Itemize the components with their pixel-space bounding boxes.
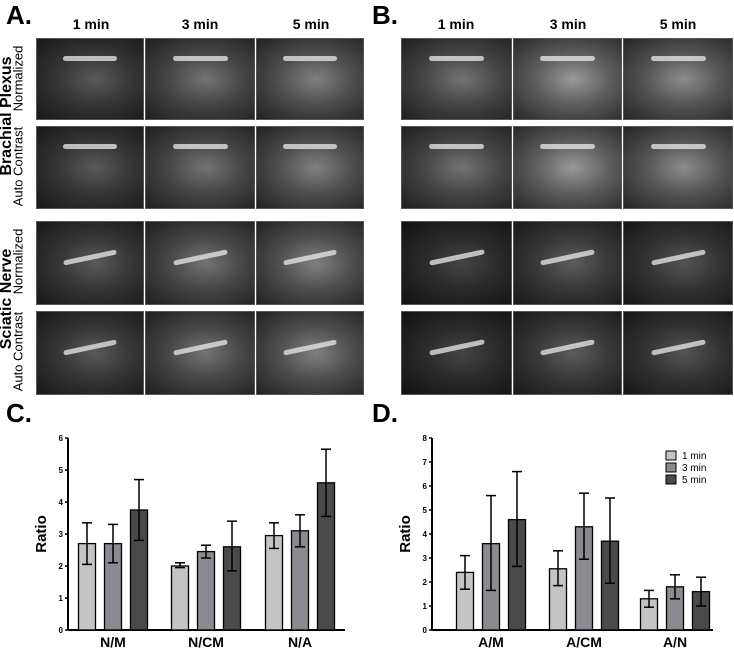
nerve-highlight: [428, 144, 485, 150]
nerve-highlight: [63, 56, 117, 62]
panel-label-a: A.: [6, 0, 32, 30]
y-tick-label: 7: [423, 458, 428, 467]
y-tick-label: 2: [423, 578, 428, 587]
nerve-highlight: [172, 56, 228, 62]
y-axis-label: Ratio: [397, 515, 414, 553]
legend-swatch: [665, 474, 677, 485]
nerve-highlight: [650, 144, 706, 150]
micrograph-b-row3-col2: [513, 221, 622, 305]
y-tick-label: 8: [423, 434, 428, 443]
micrograph-b-row2-col1: [401, 126, 512, 209]
legend-label: 5 min: [682, 475, 706, 486]
micrograph-a-row4-col2: [145, 311, 255, 395]
panel-label-b: B.: [372, 0, 398, 30]
legend-label: 1 min: [682, 451, 706, 462]
micrograph-b-row4-col3: [623, 311, 733, 395]
y-tick-label: 2: [59, 562, 64, 571]
col-title-b-3: 3 min: [549, 16, 587, 32]
micrograph-b-row2-col2: [513, 126, 622, 209]
col-title-b-5: 5 min: [659, 16, 697, 32]
y-tick-label: 3: [59, 530, 64, 539]
micrograph-b-row3-col3: [623, 221, 733, 305]
nerve-highlight: [428, 56, 485, 62]
bar-N/A-1min: [264, 534, 284, 631]
nerve-highlight: [283, 144, 337, 150]
micrograph-a-row3-col2: [145, 221, 255, 305]
y-tick-label: 5: [59, 466, 64, 475]
y-tick-label: 0: [423, 626, 428, 635]
x-category-label: A/CM: [566, 634, 602, 650]
x-category-label: N/M: [100, 634, 126, 650]
x-category-label: A/N: [663, 634, 687, 650]
x-category-label: N/A: [288, 634, 312, 650]
nerve-highlight: [172, 144, 228, 150]
nerve-highlight: [540, 144, 595, 150]
micrograph-a-row2-col1: [36, 126, 144, 209]
col-title-a-3: 3 min: [181, 16, 219, 32]
micrograph-a-row1-col1: [36, 38, 144, 120]
micrograph-b-row4-col2: [513, 311, 622, 395]
micrograph-a-row1-col2: [145, 38, 255, 120]
micrograph-b-row1-col2: [513, 38, 622, 120]
panel-label-d: D.: [372, 398, 398, 428]
micrograph-a-row1-col3: [256, 38, 364, 120]
x-category-label: A/M: [478, 634, 504, 650]
micrograph-a-row2-col3: [256, 126, 364, 209]
micrograph-b-row2-col3: [623, 126, 733, 209]
micrograph-a-row2-col2: [145, 126, 255, 209]
micrograph-a-row3-col3: [256, 221, 364, 305]
y-axis-label: Ratio: [33, 515, 50, 553]
y-tick-label: 6: [59, 434, 64, 443]
y-tick-label: 1: [59, 594, 64, 603]
nerve-highlight: [283, 56, 337, 62]
nerve-highlight: [63, 144, 117, 150]
micrograph-a-row4-col1: [36, 311, 144, 395]
y-tick-label: 3: [423, 554, 428, 563]
bar-N/CM-3min: [196, 550, 216, 631]
micrograph-b-row4-col1: [401, 311, 512, 395]
y-tick-label: 4: [59, 498, 64, 507]
y-tick-label: 1: [423, 602, 428, 611]
nerve-highlight: [650, 56, 706, 62]
col-title-a-1: 1 min: [72, 16, 110, 32]
micrograph-a-row4-col3: [256, 311, 364, 395]
bar-N/CM-1min: [170, 565, 190, 631]
col-title-b-1: 1 min: [437, 16, 475, 32]
y-tick-label: 5: [423, 506, 428, 515]
col-title-a-5: 5 min: [292, 16, 330, 32]
legend-label: 3 min: [682, 463, 706, 474]
micrograph-b-row1-col1: [401, 38, 512, 120]
panel-label-c: C.: [6, 398, 32, 428]
x-category-label: N/CM: [188, 634, 224, 650]
y-tick-label: 4: [423, 530, 428, 539]
nerve-highlight: [540, 56, 595, 62]
legend-swatch: [665, 450, 677, 461]
y-tick-label: 6: [423, 482, 428, 491]
y-tick-label: 0: [59, 626, 64, 635]
micrograph-b-row3-col1: [401, 221, 512, 305]
legend-swatch: [665, 462, 677, 473]
micrograph-a-row3-col1: [36, 221, 144, 305]
micrograph-b-row1-col3: [623, 38, 733, 120]
